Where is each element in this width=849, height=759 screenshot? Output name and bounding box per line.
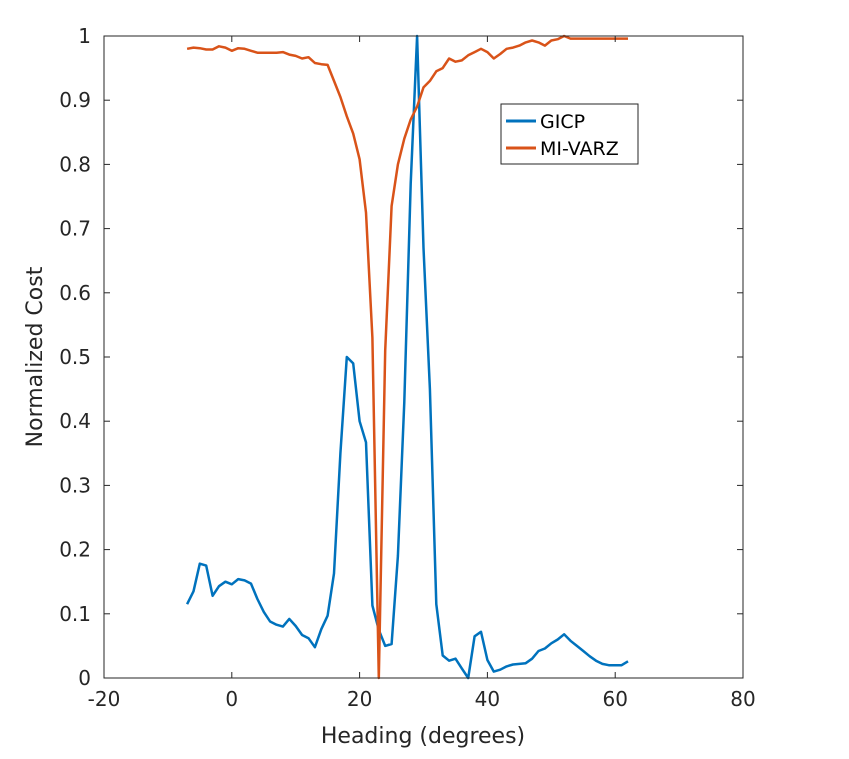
- y-tick-label: 0.8: [59, 152, 91, 176]
- legend-label-gicp: GICP: [540, 111, 585, 133]
- y-tick-label: 0.4: [59, 409, 91, 433]
- x-tick-label: 0: [225, 687, 238, 711]
- y-tick-label: 0.6: [59, 281, 91, 305]
- series-layer: [185, 34, 629, 680]
- x-tick-label: 80: [730, 687, 755, 711]
- y-tick-label: 0.3: [59, 473, 91, 497]
- x-axis-label: Heading (degrees): [321, 724, 525, 749]
- series-line-gicp: [185, 34, 629, 680]
- x-tick-label: 20: [347, 687, 372, 711]
- y-tick-label: 0.1: [59, 602, 91, 626]
- legend-box: [500, 103, 639, 165]
- y-tick-label: 0: [78, 666, 91, 690]
- y-tick-label: 0.7: [59, 217, 91, 241]
- y-tick-label: 1: [78, 24, 91, 48]
- x-tick-label: -20: [88, 687, 121, 711]
- series-line-mi-varz: [186, 34, 628, 680]
- legend-label-mi-varz: MI-VARZ: [540, 138, 619, 160]
- x-tick-label: 60: [602, 687, 627, 711]
- ticks-layer: -20 0 20 40 60 8000.10.20.30.40.50.60.70.80.9…: [59, 24, 756, 711]
- y-tick-label: 0.9: [59, 88, 91, 112]
- plot-area: [104, 36, 743, 678]
- y-tick-label: 0.5: [59, 345, 91, 369]
- legend: GICP MI-VARZ: [500, 103, 639, 165]
- y-axis-label: Normalized Cost: [23, 266, 48, 447]
- y-tick-label: 0.2: [59, 538, 91, 562]
- x-tick-label: 40: [475, 687, 500, 711]
